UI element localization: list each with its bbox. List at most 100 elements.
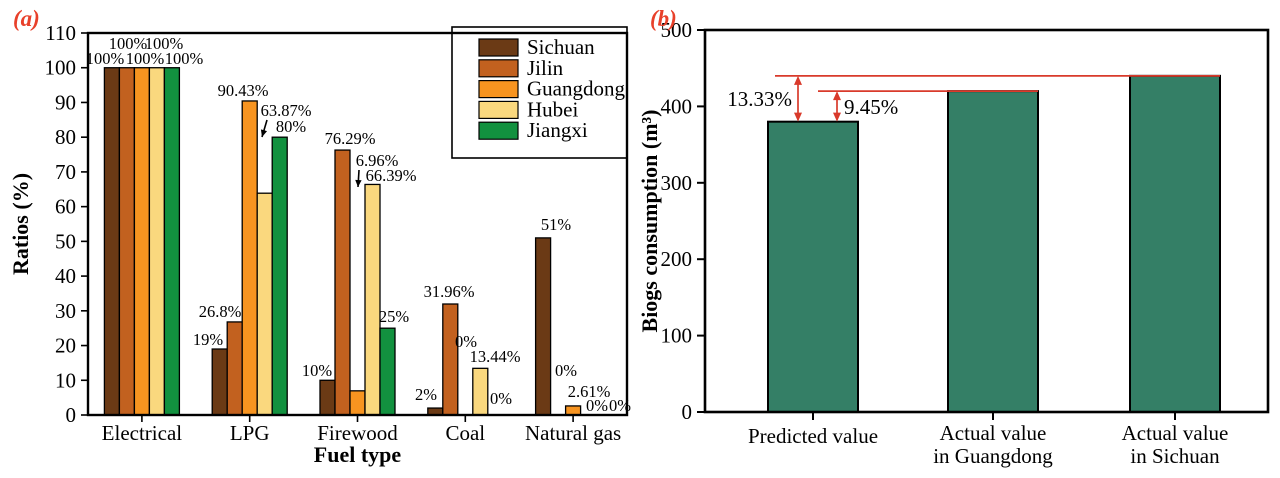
- legend-label-jilin: Jilin: [527, 56, 564, 80]
- annotation-arrowhead-up-icon: [833, 91, 841, 101]
- legend-swatch-jilin: [478, 59, 519, 78]
- annotation-percent-label: 13.33%: [727, 87, 792, 111]
- y-axis-tick-label: 20: [55, 334, 76, 358]
- x-axis-category-label: LPG: [230, 421, 270, 445]
- value-label-jiangxi-electrical: 100%: [165, 49, 204, 68]
- value-label-jilin-firewood: 76.29%: [325, 129, 376, 148]
- y-axis-title: Biogs consumption (m³): [640, 110, 662, 333]
- bar-actual-value-in-sichuan: [1129, 74, 1221, 413]
- annotation-arrowhead-down-icon: [794, 112, 802, 122]
- value-label-jilin-electrical: 100%: [109, 34, 148, 53]
- pointer-arrowhead-icon: [355, 179, 362, 187]
- y-axis-tick-label: 110: [45, 21, 76, 45]
- panel-b-bar-chart: 0 100 200 300 400 500 Predicted value Actual va…: [640, 0, 1280, 478]
- value-label-hubei-lpg: 63.87%: [261, 101, 312, 120]
- value-label-guangdong-coal: 0%: [455, 332, 477, 351]
- bar-jilin-lpg: [226, 321, 243, 416]
- y-axis-tick-label: 80: [55, 125, 76, 149]
- y-axis-tick-label: 90: [55, 90, 76, 114]
- legend-swatch-sichuan: [478, 38, 519, 57]
- legend-label-hubei: Hubei: [527, 97, 578, 121]
- y-axis-tick-label: 60: [55, 195, 76, 219]
- bar-sichuan-lpg: [211, 348, 228, 416]
- y-axis-tick-label: 100: [45, 56, 77, 80]
- legend-swatch-hubei: [478, 100, 519, 120]
- value-label-hubei-coal: 13.44%: [470, 347, 521, 366]
- panel-a-grouped-bar-chart: 0 10 20 30 40 50 60 70 80 90 100 110 Electrical LPG Fi…: [8, 21, 631, 467]
- bar-sichuan-natural-gas: [534, 237, 552, 416]
- value-label-jiangxi-natural-gas: 0%: [609, 396, 631, 415]
- annotation-arrowhead-down-icon: [833, 112, 841, 122]
- pointer-arrowhead-icon: [260, 129, 268, 137]
- legend-label-sichuan: Sichuan: [527, 35, 595, 59]
- ratios-by-fuel-type-chart: 0 10 20 30 40 50 60 70 80 90 100 110 Electrical LPG Fi…: [8, 21, 631, 467]
- value-label-jilin-lpg: 26.8%: [199, 302, 242, 321]
- value-label-jiangxi-lpg: 80%: [276, 117, 307, 136]
- x-axis-category-label: in Sichuan: [1130, 444, 1220, 468]
- panel-b-label: (b): [650, 6, 677, 31]
- y-axis-tick-label: 10: [55, 368, 76, 392]
- bar-sichuan-electrical: [103, 67, 121, 416]
- legend-label-guangdong: Guangdong: [527, 77, 625, 101]
- value-label-guangdong-lpg: 90.43%: [218, 81, 269, 100]
- legend-swatch-guangdong: [478, 79, 519, 99]
- y-axis-tick-label: 0: [682, 400, 693, 424]
- y-axis-tick-label: 70: [55, 160, 76, 184]
- y-axis-tick-label: 500: [661, 18, 693, 42]
- y-axis-tick-label: 300: [661, 171, 693, 195]
- value-label-sichuan-firewood: 10%: [302, 361, 333, 380]
- annotation-percent-label: 9.45%: [844, 95, 898, 119]
- bar-predicted-value: [767, 120, 859, 414]
- bar-jiangxi-lpg: [271, 136, 288, 416]
- value-label-jilin-coal: 31.96%: [424, 282, 475, 301]
- value-label-guangdong-electrical: 100%: [126, 49, 165, 68]
- panel-a-label: (a): [13, 6, 40, 31]
- bar-jiangxi-firewood: [379, 327, 396, 416]
- bar-actual-value-in-guangdong: [947, 90, 1039, 414]
- bar-guangdong-firewood: [349, 390, 366, 416]
- bar-jilin-coal: [442, 303, 459, 416]
- x-axis-category-label: Actual value: [940, 421, 1047, 445]
- y-axis-tick-label: 200: [661, 247, 693, 271]
- bar-sichuan-firewood: [319, 379, 336, 416]
- x-axis-category-label: Natural gas: [525, 421, 621, 445]
- value-label-jiangxi-firewood: 25%: [379, 307, 410, 326]
- bar-hubei-firewood: [364, 183, 381, 416]
- plot-frame: [703, 28, 1270, 414]
- y-axis-tick-label: 400: [661, 94, 693, 118]
- biogas-consumption-chart: 0 100 200 300 400 500 Predicted value Actual va…: [640, 18, 1270, 468]
- y-axis-tick-label: 0: [66, 403, 77, 427]
- x-axis-category-label: Predicted value: [748, 424, 878, 448]
- x-axis-category-label: Actual value: [1122, 421, 1229, 445]
- value-label-sichuan-natural-gas: 51%: [541, 215, 572, 234]
- bar-hubei-lpg: [256, 192, 273, 416]
- y-axis-tick-label: 40: [55, 264, 76, 288]
- y-axis-tick-label: 50: [55, 229, 76, 253]
- x-axis-category-label: in Guangdong: [933, 444, 1053, 468]
- bar-hubei-electrical: [148, 67, 166, 416]
- x-axis-category-label: Coal: [445, 421, 485, 445]
- y-axis-tick-label: 30: [55, 299, 76, 323]
- bar-jiangxi-electrical: [163, 67, 181, 416]
- value-label-guangdong-natural-gas: 2.61%: [568, 382, 611, 401]
- bar-guangdong-lpg: [241, 100, 258, 416]
- bar-guangdong-electrical: [133, 67, 151, 416]
- x-axis-category-label: Electrical: [102, 421, 183, 445]
- x-axis-category-label: Firewood: [317, 421, 398, 445]
- value-label-hubei-electrical: 100%: [145, 34, 184, 53]
- value-label-hubei-firewood: 66.39%: [366, 166, 417, 185]
- value-label-sichuan-coal: 2%: [415, 385, 437, 404]
- x-axis-title: Fuel type: [314, 442, 402, 467]
- bar-guangdong-natural-gas: [564, 405, 582, 416]
- annotation-arrowhead-up-icon: [794, 75, 802, 85]
- bar-jilin-firewood: [334, 149, 351, 416]
- y-axis-title: Ratios (%): [8, 173, 33, 275]
- legend-swatch-jiangxi: [478, 121, 519, 140]
- plot-frame: [86, 31, 629, 417]
- value-label-jilin-natural-gas: 0%: [555, 361, 577, 380]
- legend-label-jiangxi: Jiangxi: [527, 118, 588, 142]
- bar-hubei-coal: [472, 367, 489, 416]
- value-label-jiangxi-coal: 0%: [490, 389, 512, 408]
- value-label-guangdong-firewood: 6.96%: [356, 151, 399, 170]
